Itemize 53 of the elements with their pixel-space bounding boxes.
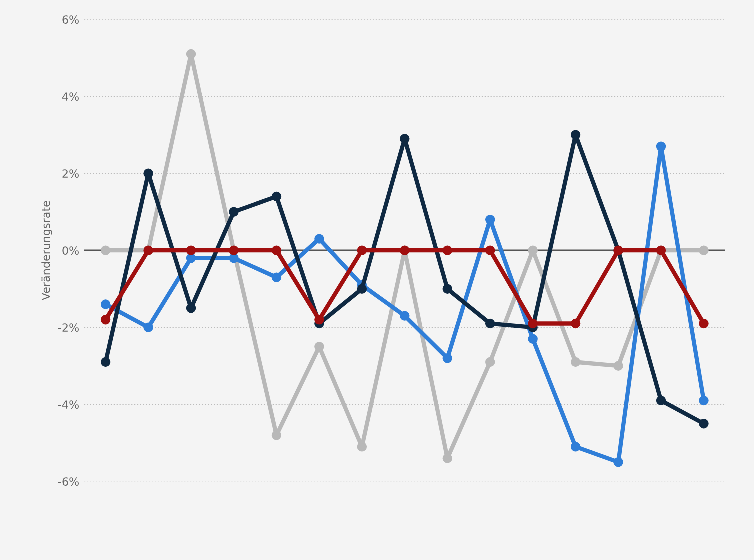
- y-tick-label: -6%: [58, 478, 79, 486]
- point: [570, 357, 581, 368]
- point: [400, 311, 410, 321]
- y-tick-label: 2%: [62, 170, 79, 178]
- point: [699, 246, 709, 256]
- point: [100, 246, 111, 256]
- point: [272, 272, 282, 282]
- point: [272, 430, 282, 440]
- point: [314, 234, 324, 244]
- point: [570, 442, 581, 452]
- point: [528, 334, 538, 344]
- point: [144, 168, 154, 178]
- point: [485, 357, 496, 368]
- point: [100, 357, 111, 368]
- point: [485, 246, 496, 256]
- point: [442, 454, 452, 464]
- point: [100, 300, 111, 310]
- point: [272, 192, 282, 202]
- point: [100, 315, 111, 325]
- point: [357, 284, 368, 294]
- y-tick-label: -2%: [58, 324, 79, 332]
- point: [570, 318, 581, 329]
- point: [186, 49, 196, 60]
- point: [699, 396, 709, 406]
- point: [528, 246, 538, 256]
- point: [699, 418, 709, 429]
- point: [186, 246, 196, 256]
- point: [144, 322, 154, 332]
- point: [357, 246, 368, 256]
- point: [614, 361, 624, 371]
- point: [186, 253, 196, 264]
- point: [442, 284, 452, 294]
- point: [656, 142, 666, 152]
- y-tick-label: -4%: [58, 400, 79, 409]
- point: [272, 246, 282, 256]
- point: [357, 442, 368, 452]
- point: [400, 134, 410, 144]
- point: [314, 315, 324, 325]
- point: [442, 246, 452, 256]
- point: [229, 207, 239, 217]
- y-tick-label: 0%: [62, 246, 79, 255]
- point: [485, 318, 496, 329]
- y-axis-title: Veränderungsrate: [42, 201, 52, 300]
- point: [614, 457, 624, 468]
- point: [528, 318, 538, 329]
- y-tick-label: 6%: [62, 16, 79, 24]
- point: [656, 396, 666, 406]
- point: [570, 130, 581, 140]
- point: [699, 318, 709, 329]
- point: [485, 214, 496, 225]
- point: [442, 354, 452, 364]
- point: [186, 303, 196, 314]
- y-tick-label: 4%: [62, 92, 79, 101]
